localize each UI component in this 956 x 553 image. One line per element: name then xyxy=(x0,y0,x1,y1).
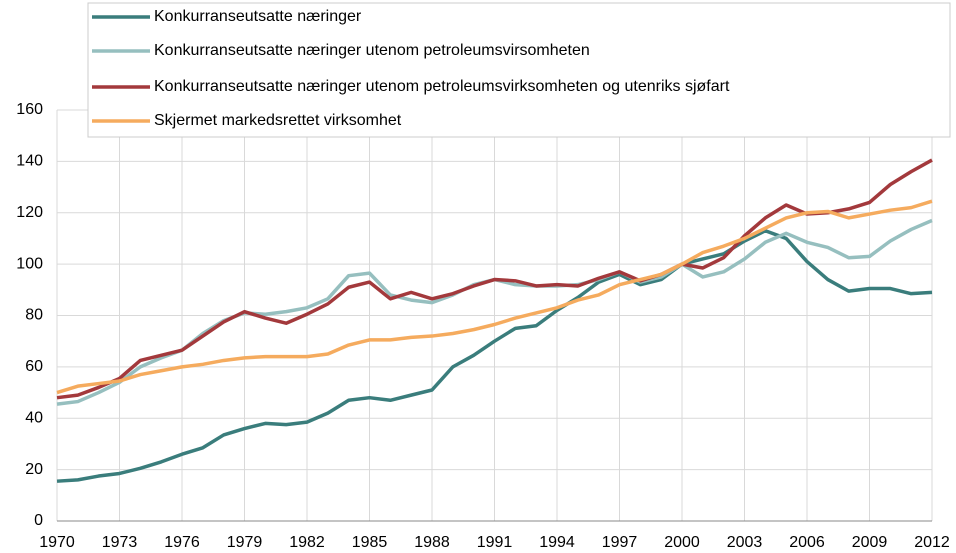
x-tick-label: 1973 xyxy=(102,534,138,551)
x-tick-label: 1991 xyxy=(477,534,513,551)
x-tick-label: 1988 xyxy=(414,534,450,551)
y-tick-label: 0 xyxy=(34,512,43,529)
x-tick-label: 1985 xyxy=(352,534,388,551)
series-line xyxy=(56,158,933,400)
x-tick-label: 2003 xyxy=(727,534,763,551)
y-tick-label: 140 xyxy=(16,153,43,170)
x-tick-label: 2000 xyxy=(664,534,700,551)
y-tick-label: 160 xyxy=(16,101,43,118)
x-tick-label: 1982 xyxy=(289,534,325,551)
y-tick-label: 20 xyxy=(25,461,43,478)
x-tick-label: 1994 xyxy=(539,534,575,551)
x-tick-label: 2012 xyxy=(914,534,950,551)
y-tick-label: 100 xyxy=(16,255,43,272)
x-tick-label: 1976 xyxy=(164,534,200,551)
legend-label: Konkurranseutsatte næringer xyxy=(154,8,362,25)
x-tick-label: 2009 xyxy=(852,534,888,551)
x-tick-label: 1970 xyxy=(39,534,75,551)
y-tick-label: 120 xyxy=(16,204,43,221)
y-tick-label: 60 xyxy=(25,358,43,375)
series-line xyxy=(56,228,933,483)
series-line xyxy=(56,199,933,395)
x-tick-label: 1997 xyxy=(602,534,638,551)
x-tick-label: 1979 xyxy=(227,534,263,551)
legend-label: Skjermet markedsrettet virksomhet xyxy=(154,112,402,129)
legend-label: Konkurranseutsatte næringer utenom petro… xyxy=(154,42,590,59)
y-tick-label: 80 xyxy=(25,307,43,324)
y-tick-label: 40 xyxy=(25,409,43,426)
legend-box xyxy=(87,2,951,138)
x-tick-label: 2006 xyxy=(789,534,825,551)
legend-label: Konkurranseutsatte næringer utenom petro… xyxy=(154,78,730,95)
